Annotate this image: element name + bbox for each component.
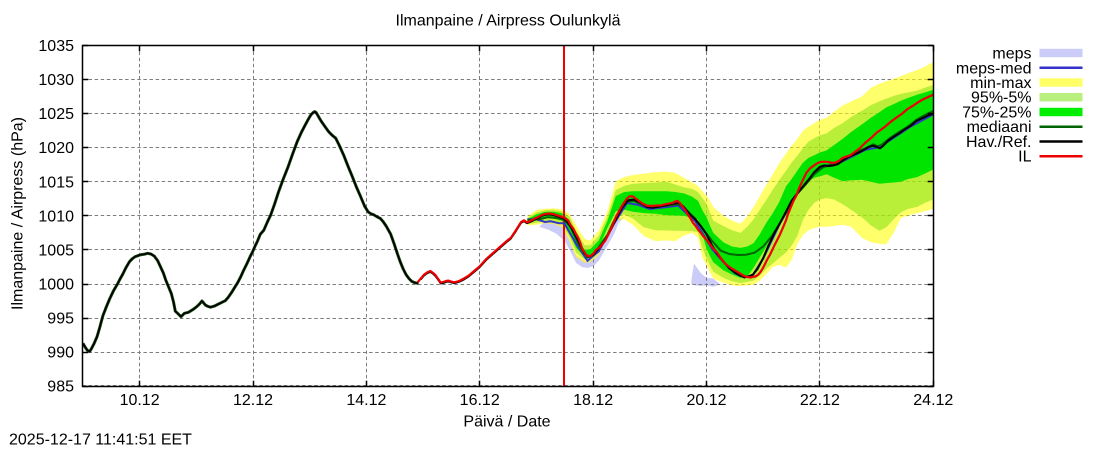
svg-text:Ilmanpaine / Airpress Oulunkyl: Ilmanpaine / Airpress Oulunkylä	[396, 13, 621, 30]
svg-text:24.12: 24.12	[913, 392, 953, 409]
svg-text:10.12: 10.12	[120, 392, 160, 409]
svg-text:22.12: 22.12	[800, 392, 840, 409]
svg-text:IL: IL	[1018, 149, 1031, 166]
svg-text:mediaani: mediaani	[967, 119, 1032, 136]
svg-text:75%-25%: 75%-25%	[962, 105, 1031, 122]
svg-text:18.12: 18.12	[573, 392, 613, 409]
svg-text:20.12: 20.12	[686, 392, 726, 409]
svg-text:995: 995	[47, 311, 74, 328]
svg-text:1025: 1025	[38, 106, 74, 123]
svg-text:1000: 1000	[38, 277, 74, 294]
svg-text:1010: 1010	[38, 208, 74, 225]
svg-text:meps: meps	[992, 46, 1031, 63]
svg-text:990: 990	[47, 345, 74, 362]
svg-text:Ilmanpaine / Airpress (hPa): Ilmanpaine / Airpress (hPa)	[10, 117, 27, 310]
svg-text:meps-med: meps-med	[956, 60, 1032, 77]
svg-text:1035: 1035	[38, 38, 74, 55]
svg-text:1020: 1020	[38, 140, 74, 157]
svg-text:2025-12-17 11:41:51 EET: 2025-12-17 11:41:51 EET	[9, 431, 192, 448]
svg-text:Hav./Ref.: Hav./Ref.	[966, 134, 1032, 151]
svg-text:1005: 1005	[38, 242, 74, 259]
svg-text:12.12: 12.12	[233, 392, 273, 409]
svg-text:14.12: 14.12	[346, 392, 386, 409]
svg-text:min-max: min-max	[970, 75, 1031, 92]
svg-text:Päivä / Date: Päivä / Date	[463, 414, 550, 431]
svg-text:16.12: 16.12	[460, 392, 500, 409]
svg-text:1030: 1030	[38, 72, 74, 89]
svg-text:985: 985	[47, 379, 74, 396]
svg-text:1015: 1015	[38, 174, 74, 191]
svg-text:95%-5%: 95%-5%	[971, 90, 1031, 107]
